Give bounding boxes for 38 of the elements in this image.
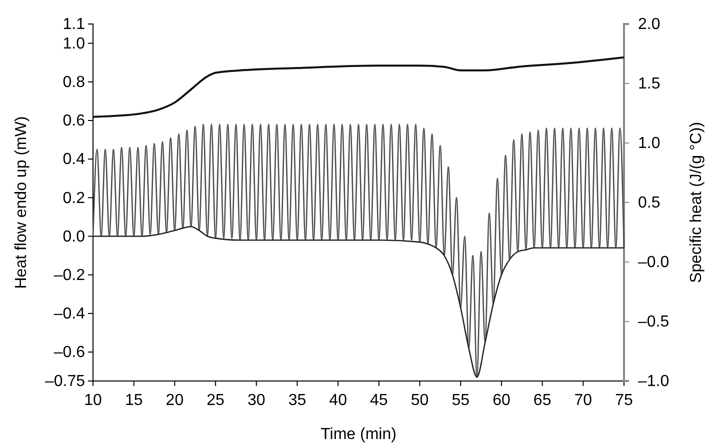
- y-tick-label: 1.1: [62, 16, 86, 34]
- y2-tick-label: –0.5: [638, 314, 670, 331]
- y2-tick-label: –1.0: [638, 373, 670, 390]
- x-axis-title: Time (min): [320, 426, 396, 443]
- y-tick-label: –0.6: [54, 344, 86, 362]
- x-tick-label: 15: [124, 392, 143, 409]
- y2-tick-label: 2.0: [638, 16, 660, 34]
- y2-tick-label: –0.0: [638, 254, 670, 272]
- x-tick-label: 65: [533, 392, 552, 409]
- x-tick-label: 70: [574, 392, 592, 409]
- y-tick-label: –0.2: [54, 266, 86, 284]
- y2-tick-label: 1.0: [638, 135, 660, 152]
- line-series: [92, 56, 625, 118]
- x-tick-label: 25: [206, 392, 225, 409]
- x-tick-label: 45: [370, 392, 388, 409]
- y-tick-label: –0.4: [54, 306, 86, 323]
- x-tick-label: 30: [247, 392, 266, 409]
- y-tick-label: 0.8: [62, 74, 86, 92]
- y-tick-label: 1.0: [62, 35, 86, 52]
- y-tick-label: 0.2: [62, 190, 86, 207]
- x-tick-label: 40: [329, 392, 348, 409]
- x-tick-label: 75: [615, 392, 633, 409]
- y-tick-label: –0.75: [44, 373, 86, 390]
- x-tick-label: 60: [492, 392, 510, 409]
- y-axis-title: Heat flow endo up (mW): [13, 116, 30, 289]
- y2-tick-label: 1.5: [638, 76, 660, 93]
- y-tick-label: 0.6: [62, 112, 86, 130]
- x-tick-label: 10: [84, 392, 102, 409]
- y2-tick-label: 0.5: [638, 194, 660, 212]
- y-tick-label: 0.0: [62, 228, 86, 246]
- line-series: [92, 124, 625, 378]
- x-tick-label: 55: [452, 392, 470, 409]
- x-tick-label: 20: [166, 392, 184, 409]
- line-series: [92, 226, 625, 378]
- x-tick-label: 35: [288, 392, 306, 409]
- y2-axis-title: Specific heat (J/(g °C)): [688, 122, 705, 284]
- y-tick-label: 0.4: [62, 151, 86, 168]
- x-tick-label: 50: [410, 392, 429, 409]
